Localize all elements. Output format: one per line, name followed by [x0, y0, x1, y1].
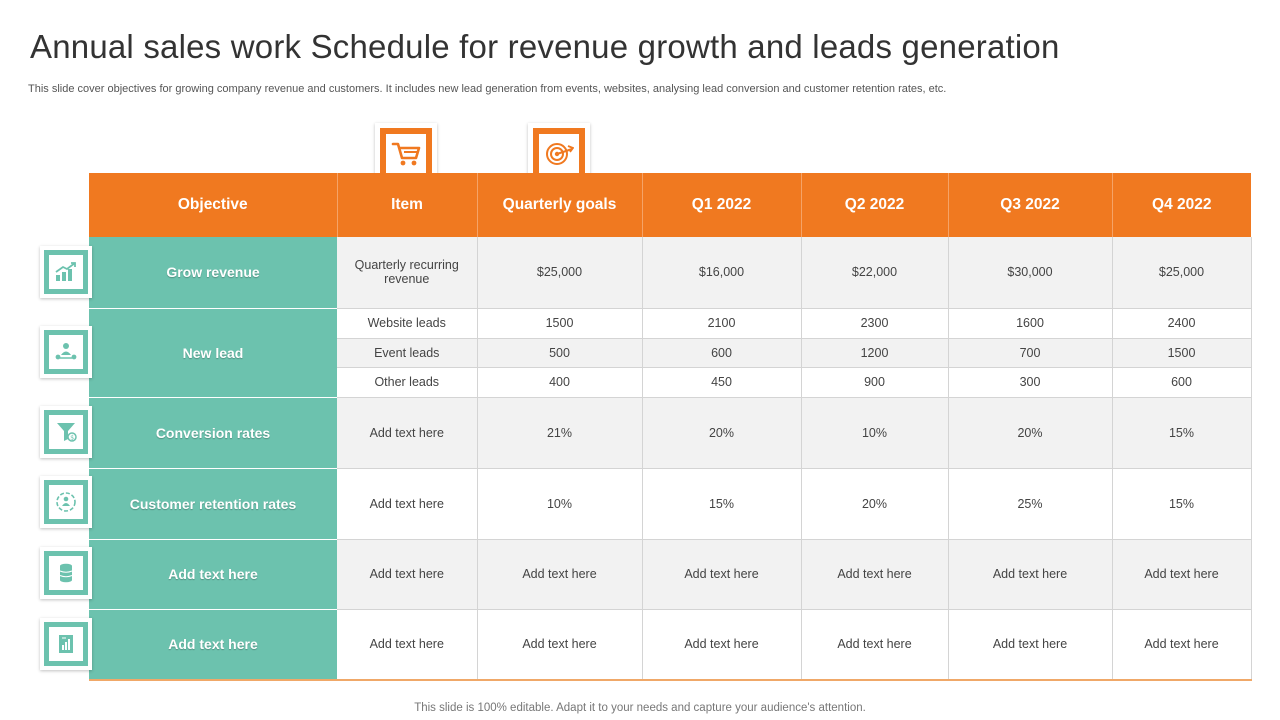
- q3-cell: 700: [948, 338, 1113, 368]
- objective-cell: Add text here: [89, 539, 337, 610]
- item-cell: Add text here: [337, 539, 478, 610]
- objective-cell: New lead: [89, 308, 337, 398]
- q2-cell: Add text here: [801, 539, 949, 610]
- header-item: Item: [337, 173, 478, 237]
- goal-cell: Add text here: [477, 609, 643, 681]
- header-objective: Objective: [89, 173, 338, 237]
- q2-cell: 2300: [801, 308, 949, 339]
- objective-cell: Conversion rates: [89, 397, 337, 469]
- q3-cell: 1600: [948, 308, 1113, 339]
- item-cell: Other leads: [337, 367, 478, 398]
- q3-cell: 25%: [948, 468, 1113, 540]
- q3-cell: Add text here: [948, 609, 1113, 681]
- goal-cell: $25,000: [477, 237, 643, 309]
- objective-cell: Grow revenue: [89, 237, 337, 309]
- q2-cell: 10%: [801, 397, 949, 469]
- table-row: Conversion rates Add text here 21% 20% 1…: [89, 397, 1252, 469]
- goal-cell: 400: [477, 367, 643, 398]
- q4-cell: 15%: [1112, 468, 1252, 540]
- q4-cell: 15%: [1112, 397, 1252, 469]
- item-cell: Add text here: [337, 609, 478, 681]
- q1-cell: Add text here: [642, 539, 802, 610]
- goal-cell: 10%: [477, 468, 643, 540]
- q4-cell: Add text here: [1112, 539, 1252, 610]
- q1-cell: 450: [642, 367, 802, 398]
- q2-cell: 20%: [801, 468, 949, 540]
- q1-cell: 15%: [642, 468, 802, 540]
- q4-cell: 1500: [1112, 338, 1252, 368]
- document-chart-icon: [40, 618, 92, 670]
- network-people-icon: [40, 326, 92, 378]
- q3-cell: $30,000: [948, 237, 1113, 309]
- item-cell: Quarterly recurring revenue: [337, 237, 478, 309]
- database-icon: [40, 547, 92, 599]
- table-row: Add text here Add text here Add text her…: [89, 609, 1252, 681]
- shopping-cart-icon: [375, 123, 437, 185]
- q4-cell: $25,000: [1112, 237, 1252, 309]
- q2-cell: 900: [801, 367, 949, 398]
- header-q4: Q4 2022: [1112, 173, 1251, 237]
- q3-cell: Add text here: [948, 539, 1113, 610]
- table-row: Customer retention rates Add text here 1…: [89, 468, 1252, 540]
- q2-cell: 1200: [801, 338, 949, 368]
- q4-cell: Add text here: [1112, 609, 1252, 681]
- svg-text:$: $: [70, 435, 74, 442]
- item-cell: Event leads: [337, 338, 478, 368]
- objective-cell: Customer retention rates: [89, 468, 337, 540]
- goal-cell: 1500: [477, 308, 643, 339]
- goal-cell: 21%: [477, 397, 643, 469]
- header-q3: Q3 2022: [948, 173, 1113, 237]
- q4-cell: 600: [1112, 367, 1252, 398]
- goal-cell: 500: [477, 338, 643, 368]
- customer-cycle-icon: [40, 476, 92, 528]
- table-row: New lead Website leads 1500 2100 2300 16…: [89, 308, 1252, 398]
- q1-cell: $16,000: [642, 237, 802, 309]
- table-row: Add text here Add text here Add text her…: [89, 539, 1252, 610]
- header-q2: Q2 2022: [801, 173, 949, 237]
- sales-schedule-table: Objective Item Quarterly goals Q1 2022 Q…: [89, 173, 1252, 681]
- q1-cell: 600: [642, 338, 802, 368]
- table-row: Grow revenue Quarterly recurring revenue…: [89, 237, 1252, 309]
- header-q1: Q1 2022: [642, 173, 802, 237]
- item-cell: Website leads: [337, 308, 478, 339]
- q2-cell: Add text here: [801, 609, 949, 681]
- q1-cell: 20%: [642, 397, 802, 469]
- growth-chart-icon: [40, 246, 92, 298]
- item-cell: Add text here: [337, 468, 478, 540]
- footer-note: This slide is 100% editable. Adapt it to…: [414, 702, 866, 714]
- table-row: Other leads 400 450 900 300 600: [89, 367, 1252, 398]
- header-quarterly-goals: Quarterly goals: [477, 173, 643, 237]
- q1-cell: 2100: [642, 308, 802, 339]
- q3-cell: 300: [948, 367, 1113, 398]
- objective-cell: Add text here: [89, 609, 337, 681]
- table-row: Event leads 500 600 1200 700 1500: [89, 338, 1252, 368]
- goal-cell: Add text here: [477, 539, 643, 610]
- table-header-row: Objective Item Quarterly goals Q1 2022 Q…: [89, 173, 1251, 237]
- item-cell: Add text here: [337, 397, 478, 469]
- page-title: Annual sales work Schedule for revenue g…: [30, 28, 1060, 65]
- q1-cell: Add text here: [642, 609, 802, 681]
- q2-cell: $22,000: [801, 237, 949, 309]
- funnel-dollar-icon: $: [40, 406, 92, 458]
- q4-cell: 2400: [1112, 308, 1252, 339]
- page-subtitle: This slide cover objectives for growing …: [28, 83, 947, 95]
- q3-cell: 20%: [948, 397, 1113, 469]
